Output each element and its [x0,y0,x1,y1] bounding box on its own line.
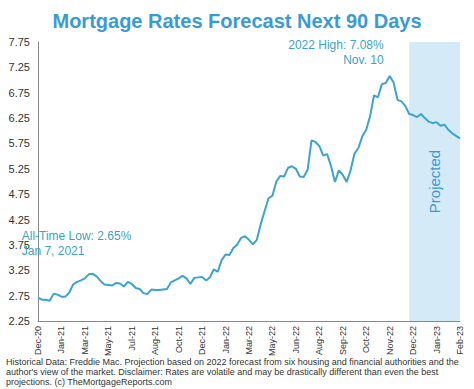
svg-text:May-21: May-21 [103,326,113,356]
svg-text:5.25: 5.25 [9,163,30,175]
svg-text:Dec-20: Dec-20 [33,326,43,355]
svg-text:Nov-22: Nov-22 [385,326,395,355]
svg-text:Jan-22: Jan-22 [221,326,231,354]
svg-text:Mar-22: Mar-22 [244,326,254,355]
svg-text:4.75: 4.75 [9,188,30,200]
svg-text:3.25: 3.25 [9,264,30,276]
svg-text:Aug-21: Aug-21 [150,326,160,355]
svg-text:Aug-22: Aug-22 [314,326,324,355]
svg-text:3.75: 3.75 [8,238,30,251]
svg-text:All-Time Low: 2.65%: All-Time Low: 2.65% [22,229,132,243]
svg-text:projections. (c) TheMortgageRe: projections. (c) TheMortgageReports.com [6,377,172,387]
svg-text:Feb-23: Feb-23 [455,326,465,355]
svg-text:5.75: 5.75 [9,137,30,149]
svg-text:May-22: May-22 [267,326,277,356]
svg-text:Jan 7, 2021: Jan 7, 2021 [22,244,85,258]
svg-text:Jan-23: Jan-23 [432,326,442,354]
svg-text:Jun-22: Jun-22 [291,326,301,354]
svg-text:Sep-22: Sep-22 [338,326,348,355]
svg-text:Oct-22: Oct-22 [361,326,371,353]
svg-text:Jul-21: Jul-21 [127,326,137,351]
svg-text:7.75: 7.75 [9,36,30,48]
svg-text:2.25: 2.25 [9,315,30,327]
svg-text:Nov. 10: Nov. 10 [343,53,384,67]
svg-text:Projected: Projected [426,150,443,213]
svg-text:Mar-21: Mar-21 [80,326,90,355]
svg-text:2.75: 2.75 [9,290,30,302]
svg-text:6.75: 6.75 [9,87,30,99]
svg-text:Jan-21: Jan-21 [56,326,66,354]
svg-text:Oct-21: Oct-21 [174,326,184,353]
svg-text:Dec-21: Dec-21 [197,326,207,355]
svg-text:7.25: 7.25 [9,61,30,73]
svg-text:Historical Data: Freddie Mac.: Historical Data: Freddie Mac. Projection… [6,357,461,367]
svg-text:Mortgage Rates Forecast Next 9: Mortgage Rates Forecast Next 90 Days [52,10,421,32]
svg-text:Dec-22: Dec-22 [408,326,418,355]
svg-text:author's view of the market. D: author's view of the market. Disclaimer:… [6,367,441,377]
svg-text:2022 High: 7.08%: 2022 High: 7.08% [288,38,384,52]
svg-text:6.25: 6.25 [9,112,30,124]
svg-text:4.25: 4.25 [9,214,30,226]
